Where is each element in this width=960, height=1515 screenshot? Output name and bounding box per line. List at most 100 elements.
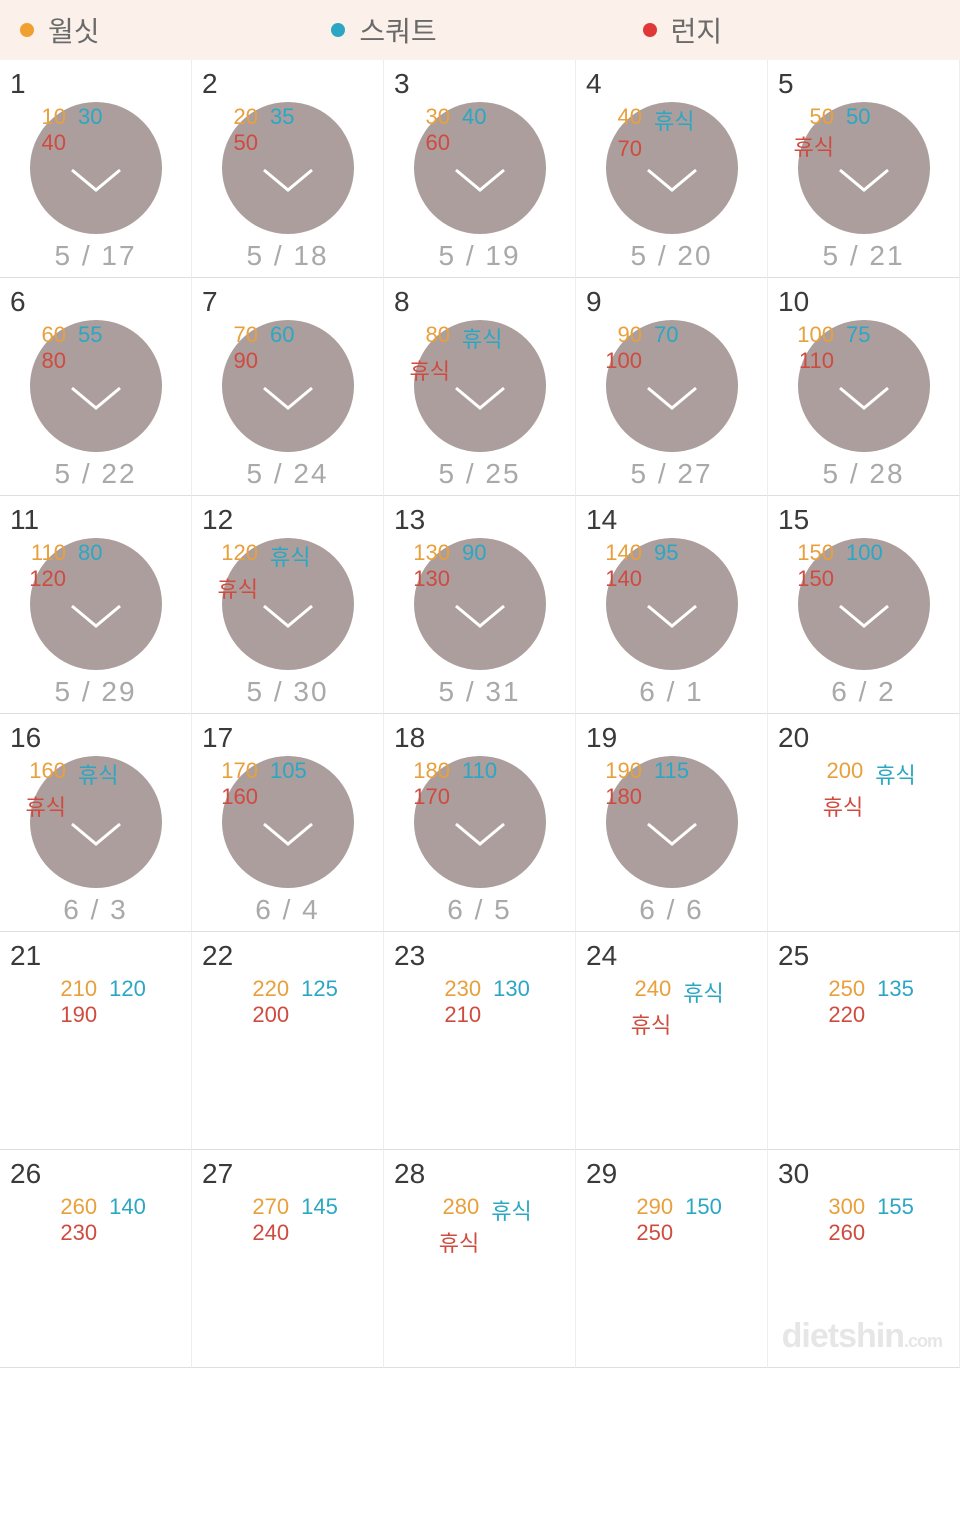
value-squat: 휴식 — [270, 540, 310, 572]
day-cell[interactable]: 29 290150250 — [576, 1150, 768, 1368]
day-cell[interactable]: 20200휴식휴식 — [768, 714, 960, 932]
value-lunge: 120 — [20, 566, 66, 592]
day-cell[interactable]: 13 13090130 5 / 31 — [384, 496, 576, 714]
exercise-values: 11080120 — [20, 540, 102, 592]
value-wallsit: 70 — [212, 322, 258, 348]
value-wallsit: 140 — [596, 540, 642, 566]
value-squat: 155 — [877, 1194, 949, 1220]
legend-dot-lunge — [643, 23, 657, 37]
value-squat: 150 — [685, 1194, 757, 1220]
value-wallsit: 240 — [592, 976, 671, 1008]
exercise-values: 290150250 — [592, 1194, 757, 1246]
day-cell[interactable]: 10 100 75 110 5 / 28 — [768, 278, 960, 496]
value-lunge: 210 — [400, 1002, 481, 1028]
value-wallsit: 40 — [596, 104, 642, 136]
legend-label-lunge: 런지 — [671, 10, 723, 50]
day-cell[interactable]: 22035505 / 18 — [192, 60, 384, 278]
value-wallsit: 260 — [16, 1194, 97, 1220]
day-cell[interactable]: 28280휴식휴식 — [384, 1150, 576, 1368]
day-cell[interactable]: 11030405 / 17 — [0, 60, 192, 278]
day-cell[interactable]: 27270145240 — [192, 1150, 384, 1368]
day-number: 21 — [10, 940, 181, 972]
day-number: 29 — [586, 1158, 757, 1190]
date-label: 5 / 28 — [778, 458, 949, 490]
date-label: 6 / 4 — [202, 894, 373, 926]
value-lunge: 휴식 — [20, 790, 66, 822]
day-cell[interactable]: 191901151806 / 6 — [576, 714, 768, 932]
legend-label-squat: 스쿼트 — [359, 10, 436, 50]
date-label: 6 / 5 — [394, 894, 565, 926]
date-label: 6 / 2 — [778, 676, 949, 708]
day-number: 16 — [10, 722, 181, 754]
date-label: 5 / 22 — [10, 458, 181, 490]
day-cell[interactable]: 880휴식휴식5 / 25 — [384, 278, 576, 496]
value-squat: 50 — [846, 104, 870, 130]
value-wallsit: 160 — [20, 758, 66, 790]
day-cell[interactable]: 25250135220 — [768, 932, 960, 1150]
value-wallsit: 150 — [788, 540, 834, 566]
exercise-values: 300155260 — [784, 1194, 949, 1246]
date-label: 5 / 21 — [778, 240, 949, 272]
day-cell[interactable]: 990701005 / 27 — [576, 278, 768, 496]
legend-dot-squat — [331, 23, 345, 37]
day-cell[interactable]: 21210120190 — [0, 932, 192, 1150]
value-wallsit: 10 — [20, 104, 66, 130]
value-wallsit: 130 — [404, 540, 450, 566]
date-label: 5 / 31 — [394, 676, 565, 708]
value-lunge: 90 — [212, 348, 258, 374]
legend-label-wallsit: 월싯 — [48, 10, 100, 50]
value-wallsit: 250 — [784, 976, 865, 1002]
exercise-values: 13090130 — [404, 540, 486, 592]
day-cell[interactable]: 440휴식705 / 20 — [576, 60, 768, 278]
day-cell[interactable]: 23230130210 — [384, 932, 576, 1150]
value-squat: 75 — [846, 322, 870, 348]
day-number: 15 — [778, 504, 949, 536]
value-wallsit: 230 — [400, 976, 481, 1002]
value-squat: 145 — [301, 1194, 373, 1220]
value-wallsit: 220 — [208, 976, 289, 1002]
day-cell[interactable]: 55050휴식5 / 21 — [768, 60, 960, 278]
value-lunge: 휴식 — [400, 1226, 479, 1258]
day-cell[interactable]: 171701051606 / 4 — [192, 714, 384, 932]
day-number: 17 — [202, 722, 373, 754]
date-label: 6 / 6 — [586, 894, 757, 926]
value-squat: 휴식 — [462, 322, 502, 354]
value-squat: 125 — [301, 976, 373, 1002]
day-cell[interactable]: 33040605 / 19 — [384, 60, 576, 278]
day-cell[interactable]: 66055805 / 22 — [0, 278, 192, 496]
day-cell[interactable]: 151501001506 / 2 — [768, 496, 960, 714]
exercise-values: 230130210 — [400, 976, 565, 1028]
check-icon — [644, 598, 700, 628]
day-cell[interactable]: 11110801205 / 29 — [0, 496, 192, 714]
value-wallsit: 100 — [788, 322, 834, 348]
day-cell[interactable]: 24240휴식휴식 — [576, 932, 768, 1150]
check-icon — [68, 380, 124, 410]
day-cell[interactable]: 22220125200 — [192, 932, 384, 1150]
check-icon — [452, 598, 508, 628]
day-cell[interactable]: 12120휴식휴식5 / 30 — [192, 496, 384, 714]
check-icon — [644, 380, 700, 410]
day-cell[interactable]: 181801101706 / 5 — [384, 714, 576, 932]
exercise-values: 180110170 — [404, 758, 497, 810]
value-squat: 105 — [270, 758, 307, 784]
day-number: 13 — [394, 504, 565, 536]
day-number: 10 — [778, 286, 949, 318]
value-lunge: 휴식 — [784, 790, 863, 822]
value-squat: 115 — [654, 758, 689, 784]
check-icon — [452, 162, 508, 192]
check-icon — [452, 816, 508, 846]
check-icon — [836, 380, 892, 410]
exercise-values: 120휴식휴식 — [212, 540, 310, 604]
value-wallsit: 110 — [20, 540, 66, 566]
day-cell[interactable]: 16160휴식휴식6 / 3 — [0, 714, 192, 932]
day-number: 30 — [778, 1158, 949, 1190]
day-cell[interactable]: 26260140230 — [0, 1150, 192, 1368]
check-icon — [260, 816, 316, 846]
day-cell[interactable]: 77060905 / 24 — [192, 278, 384, 496]
exercise-values: 14095140 — [596, 540, 678, 592]
value-lunge: 110 — [788, 348, 834, 374]
day-cell[interactable]: 14140951406 / 1 — [576, 496, 768, 714]
day-number: 14 — [586, 504, 757, 536]
day-number: 2 — [202, 68, 373, 100]
value-lunge: 150 — [788, 566, 834, 592]
